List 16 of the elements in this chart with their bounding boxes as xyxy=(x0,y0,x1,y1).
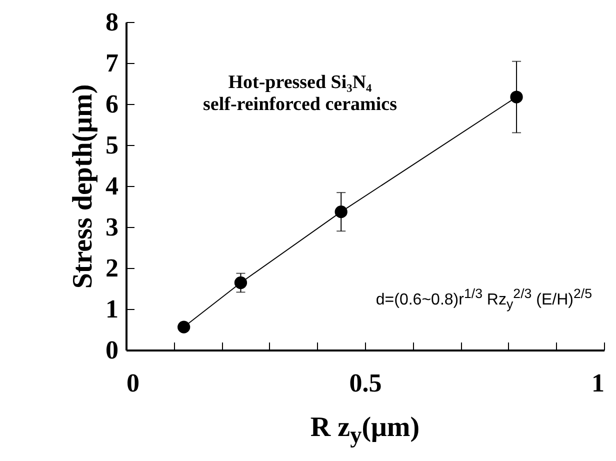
annotation: Hot-pressed Si₃N₄ self-reinforced ceramics xyxy=(202,72,398,116)
y-tick-label: 2 xyxy=(106,254,118,282)
x-axis-title: R z$_{y}$(μm) xyxy=(309,412,421,450)
y-tick-label: 8 xyxy=(106,8,118,36)
y-axis-title: Stress depth(μm) xyxy=(68,84,98,289)
y-tick-label: 7 xyxy=(106,48,118,78)
y-tick-label: 4 xyxy=(106,172,118,200)
y-tick-label: 5 xyxy=(106,130,118,160)
x-tick-label: 0.5 xyxy=(349,368,382,398)
y-tick-label: 0 xyxy=(106,336,118,364)
y-tick-label: 6 xyxy=(106,90,118,118)
annotation: d=(0.6~0.8)r$^{1/3}$ Rz$_{y}$$^{2/3}$ (E/H)$^{2/5}$ xyxy=(376,286,592,312)
y-tick-label: 3 xyxy=(106,212,118,242)
y-tick-label: 1 xyxy=(106,294,118,324)
x-tick-label: 1 xyxy=(592,368,604,398)
x-tick-label: 0 xyxy=(126,368,140,398)
